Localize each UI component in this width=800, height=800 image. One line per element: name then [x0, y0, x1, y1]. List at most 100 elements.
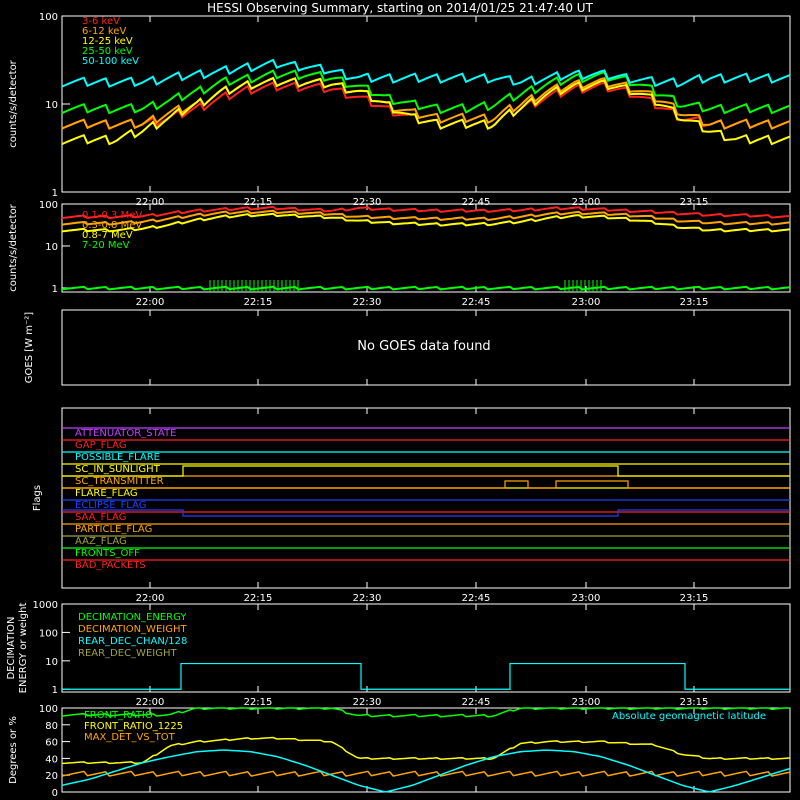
series-line-FRONT_RATIO — [61, 707, 790, 718]
flag-step — [62, 480, 790, 489]
x-tick-label: 23:15 — [680, 697, 709, 708]
y-axis-label: Flags — [32, 485, 43, 511]
legend-entry: DECIMATION_ENERGY — [78, 612, 187, 623]
legend-entry: REAR_DEC_CHAN/128 — [78, 636, 187, 647]
legend-entry: 0.1-0.3 MeV — [82, 210, 142, 221]
panel-2: GOES [W m⁻²] No GOES data found — [24, 309, 791, 386]
x-tick-label: 23:15 — [680, 297, 709, 308]
flag-label: ECLIPSE_FLAG — [75, 500, 146, 511]
panel-frame — [61, 407, 791, 589]
legend-entry: Absolute geomagnetic latitude — [612, 711, 766, 722]
y-tick-label: 100 — [39, 704, 58, 715]
legend-entry: 7-20 MeV — [82, 240, 130, 251]
series-line-Absolute geomagnetic latitude — [61, 749, 791, 793]
y-tick-label: 100 — [39, 200, 58, 211]
panel-frame — [61, 15, 791, 193]
y-tick-label: 20 — [45, 771, 58, 782]
x-tick-label: 22:30 — [353, 197, 382, 208]
x-tick-label: 22:30 — [353, 697, 382, 708]
flag-label: SAA_FLAG — [75, 512, 126, 523]
legend-entry: FRONT_RATIO_1225 — [84, 721, 183, 732]
y-tick-label: 0 — [52, 788, 58, 799]
series-line-FRONT_RATIO_1225 — [61, 736, 791, 765]
flag-label: FRONTS_OFF — [75, 548, 140, 559]
flag-label: SC_TRANSMITTER — [75, 476, 164, 487]
legend-entry: REAR_DEC_WEIGHT — [78, 648, 177, 659]
series-line-0.3-0.8 MeV — [61, 209, 791, 226]
x-tick-label: 22:45 — [462, 297, 491, 308]
y-axis-label: Degrees or % — [8, 716, 19, 784]
y-tick-label: 1 — [52, 685, 58, 696]
panel-5: 0 20 40 60 80 100 Degrees or % FRONT_RATIOFRONT… — [8, 704, 791, 799]
y-axis-label: ENERGY or weight — [18, 603, 29, 694]
series-line-6-12 keV — [61, 76, 791, 130]
legend-entry: 50-100 keV — [82, 56, 139, 67]
x-tick-label: 22:00 — [136, 197, 165, 208]
flag-label: FLARE_FLAG — [75, 488, 138, 499]
chart-title: HESSI Observing Summary, starting on 201… — [207, 1, 593, 15]
x-tick-label: 22:00 — [136, 297, 165, 308]
legend-entry: 25-50 keV — [82, 46, 133, 57]
y-tick-label: 100 — [39, 12, 58, 23]
no-data-message: No GOES data found — [357, 339, 490, 354]
series-line-rear-dec — [62, 662, 790, 690]
series-line-7-20 MeV — [61, 285, 791, 291]
x-tick-label: 23:00 — [572, 697, 601, 708]
flag-label: GAP_FLAG — [75, 440, 127, 451]
flag-label: PARTICLE_FLAG — [75, 524, 152, 535]
panel-1: 22:00 22:15 22:30 22:45 23:00 23:15 1 10 100 coun… — [8, 200, 791, 308]
x-tick-label: 22:00 — [136, 697, 165, 708]
x-tick-label: 22:30 — [353, 593, 382, 604]
y-tick-label: 1 — [52, 188, 58, 199]
series-line-0.8-7 MeV — [61, 212, 791, 233]
x-tick-label: 22:45 — [462, 593, 491, 604]
panel-frame — [61, 203, 791, 293]
legend-entry: FRONT_RATIO — [84, 710, 153, 721]
panels-container: 22:00 22:15 22:30 22:45 23:00 23:15110100coun… — [6, 12, 791, 799]
flag-label: BAD_PACKETS — [75, 560, 146, 571]
x-tick-label: 22:30 — [353, 297, 382, 308]
y-axis-label: DECIMATION — [6, 616, 17, 679]
x-tick-label: 22:15 — [244, 593, 273, 604]
panel-frame — [61, 309, 791, 386]
y-tick-label: 1000 — [33, 600, 58, 611]
y-axis-label: counts/s/detector — [8, 59, 19, 147]
y-tick-label: 60 — [45, 738, 58, 749]
x-tick-label: 22:15 — [244, 297, 273, 308]
x-tick-label: 23:00 — [572, 197, 601, 208]
legend-entry: 6-12 keV — [82, 26, 126, 37]
flag-label: POSSIBLE_FLARE — [75, 452, 160, 463]
flag-step — [62, 465, 790, 477]
y-tick-label: 10 — [45, 657, 58, 668]
series-line-0.1-0.3 MeV — [61, 205, 791, 220]
y-axis-label: GOES [W m⁻²] — [24, 312, 35, 383]
legend-entry: 0.8-7 MeV — [82, 230, 133, 241]
y-tick-label: 10 — [45, 100, 58, 111]
panel-0: 22:00 22:15 22:30 22:45 23:00 23:15 1 10 100 coun… — [8, 12, 791, 208]
panel-4: 22:00 22:15 22:30 22:45 23:00 23:15 1 10 100 1000… — [6, 600, 791, 708]
y-tick-label: 40 — [45, 754, 58, 765]
x-tick-label: 22:00 — [136, 593, 165, 604]
panel-frame — [61, 707, 791, 793]
series-line-25-50 keV — [61, 69, 791, 115]
series-line-MAX_DET_VS_TOT — [61, 770, 791, 777]
series-line-12-25 keV — [61, 76, 791, 146]
y-tick-label: 1 — [52, 284, 58, 295]
y-axis-label: counts/s/detector — [8, 203, 19, 291]
x-tick-label: 23:15 — [680, 197, 709, 208]
y-tick-label: 80 — [45, 721, 58, 732]
x-tick-label: 22:45 — [462, 697, 491, 708]
y-tick-label: 100 — [39, 628, 58, 639]
legend-entry: DECIMATION_WEIGHT — [78, 624, 187, 635]
legend-entry: 3-6 keV — [82, 16, 120, 27]
legend-entry: 0.3-0.8 MeV — [82, 220, 142, 231]
y-tick-label: 10 — [45, 242, 58, 253]
legend-entry: 12-25 keV — [82, 36, 133, 47]
flag-step — [62, 509, 790, 517]
flag-label: SC_IN_SUNLIGHT — [75, 464, 161, 475]
flag-label: ATTENUATOR_STATE — [75, 428, 176, 439]
x-tick-label: 23:00 — [572, 297, 601, 308]
panel-3: 22:00 22:15 22:30 22:45 23:00 23:15 Flags ATTEN… — [32, 407, 791, 604]
legend-entry: MAX_DET_VS_TOT — [84, 732, 176, 743]
